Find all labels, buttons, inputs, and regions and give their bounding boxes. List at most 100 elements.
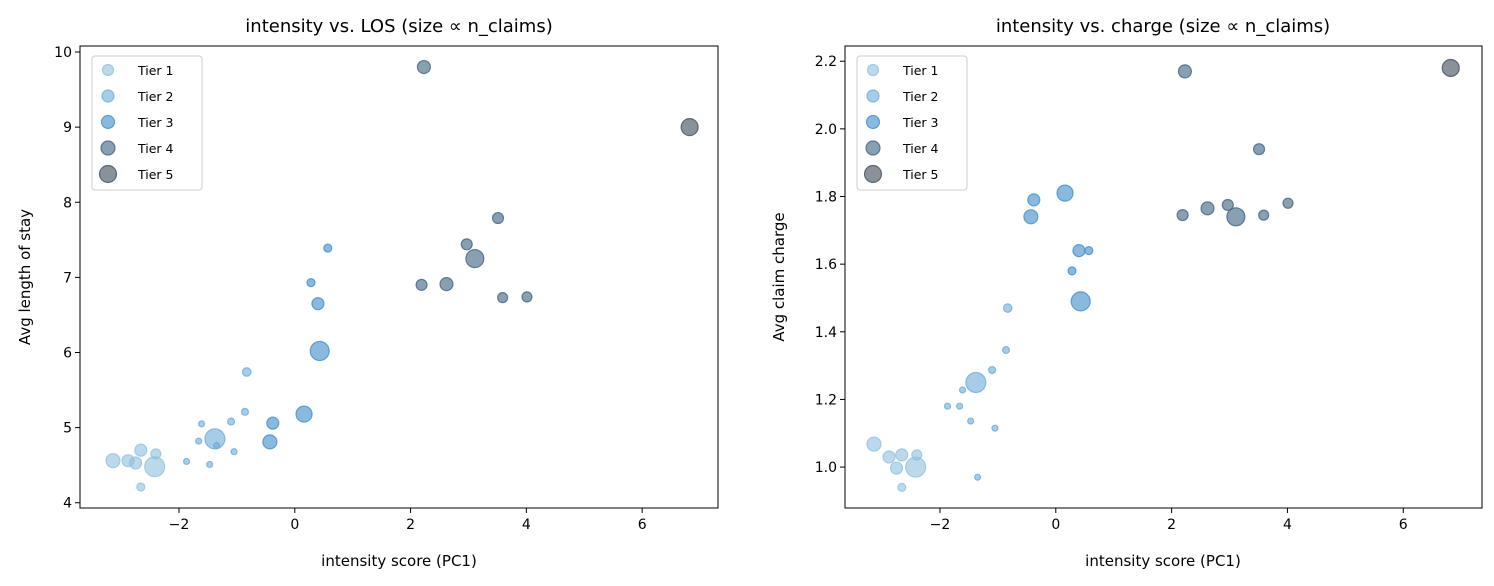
legend-marker (100, 114, 116, 130)
data-point-tier-4 (497, 292, 509, 304)
y-tick-label: 5 (63, 421, 72, 437)
data-point-tier-3 (266, 416, 280, 430)
data-point-tier-5 (1441, 58, 1460, 78)
data-point-tier-4 (491, 211, 505, 225)
legend-label: Tier 4 (137, 141, 174, 156)
data-point-tier-3 (309, 340, 330, 362)
legend: Tier 1 Tier 2 Tier 3 Tier 4 Tier 5 (91, 55, 203, 191)
data-point-tier-3 (1084, 246, 1094, 256)
x-axis-label: intensity score (PC1) (1085, 552, 1241, 570)
y-tick-label: 1.6 (815, 257, 837, 273)
y-tick-label: 1.0 (815, 460, 837, 476)
data-point-tier-2 (182, 457, 191, 466)
data-point-tier-4 (460, 238, 473, 251)
chart-title: intensity vs. LOS (size ∝ n_claims) (245, 16, 552, 37)
data-point-tier-3 (1067, 266, 1077, 276)
legend-marker (101, 89, 115, 103)
data-point-tier-1 (136, 482, 146, 492)
data-point-tier-2 (967, 417, 975, 425)
legend-marker (98, 164, 118, 184)
data-point-tier-2 (241, 367, 252, 377)
y-axis-label: Avg claim charge (770, 212, 788, 341)
legend-marker (865, 114, 881, 130)
data-point-tier-2 (965, 371, 987, 394)
data-point-tier-3 (1072, 244, 1086, 258)
data-point-tier-2 (1001, 345, 1011, 355)
data-point-tier-2 (943, 402, 952, 410)
data-point-tier-3 (311, 297, 325, 311)
y-tick-label: 2.0 (815, 122, 837, 138)
data-point-tier-4 (1252, 143, 1266, 156)
x-tick-label: −2 (169, 517, 190, 533)
data-point-tier-4 (1177, 64, 1193, 79)
data-point-tier-4 (439, 277, 454, 292)
y-tick-label: 8 (63, 195, 72, 211)
data-point-tier-2 (991, 424, 999, 432)
legend-box (91, 55, 203, 191)
data-point-tier-5 (680, 118, 699, 137)
legend-label: Tier 5 (902, 167, 938, 182)
x-tick-label: 2 (1167, 517, 1176, 533)
x-tick-label: 0 (290, 517, 299, 533)
y-tick-label: 7 (63, 270, 72, 286)
x-tick-label: 0 (1051, 517, 1060, 533)
data-point-tier-2 (206, 460, 214, 469)
x-axis-label: intensity score (PC1) (321, 552, 477, 570)
chart-title: intensity vs. charge (size ∝ n_claims) (996, 16, 1330, 37)
data-point-tier-1 (134, 443, 148, 457)
x-tick-label: −2 (930, 517, 951, 533)
data-point-tier-1 (889, 461, 904, 475)
data-point-tier-2 (195, 437, 203, 445)
legend-label: Tier 3 (137, 115, 173, 130)
y-tick-label: 2.2 (815, 54, 837, 70)
data-point-tier-3 (262, 434, 278, 450)
data-point-tier-2 (974, 473, 982, 481)
data-point-tier-4 (1282, 197, 1294, 209)
data-point-tier-2 (1002, 303, 1013, 313)
x-tick-label: 4 (522, 517, 531, 533)
legend-marker (863, 164, 883, 184)
data-point-tier-3 (1023, 209, 1039, 225)
data-point-tier-1 (905, 456, 927, 478)
data-point-tier-1 (882, 450, 896, 464)
x-tick-label: 2 (406, 517, 415, 533)
data-point-tier-1 (144, 456, 166, 478)
y-tick-label: 1.4 (815, 325, 837, 341)
data-point-tier-4 (1258, 209, 1270, 221)
data-point-tier-4 (415, 278, 428, 291)
legend-label: Tier 2 (137, 89, 173, 104)
data-point-tier-2 (988, 365, 997, 375)
legend-marker (866, 89, 880, 103)
x-tick-label: 4 (1283, 517, 1292, 533)
legend-box (856, 55, 968, 191)
y-tick-label: 9 (63, 120, 72, 136)
data-point-tier-1 (897, 482, 907, 492)
data-point-tier-2 (227, 417, 236, 426)
data-point-tier-3 (1070, 291, 1091, 312)
data-point-tier-4 (1200, 201, 1215, 216)
legend-label: Tier 4 (902, 141, 939, 156)
data-point-tier-2 (240, 407, 250, 416)
plot-frame (844, 45, 1483, 509)
legend-label: Tier 5 (137, 167, 173, 182)
y-tick-label: 1.2 (815, 392, 837, 408)
data-point-tier-4 (1221, 198, 1234, 212)
data-point-tier-4 (521, 291, 533, 303)
y-tick-label: 10 (54, 45, 72, 61)
data-point-tier-1 (866, 436, 882, 452)
legend-label: Tier 1 (902, 63, 938, 78)
data-point-tier-2 (956, 402, 964, 410)
data-point-tier-2 (230, 448, 238, 456)
data-point-tier-1 (895, 448, 909, 462)
data-point-tier-4 (1226, 207, 1246, 227)
data-point-tier-3 (1056, 184, 1074, 202)
legend-label: Tier 2 (902, 89, 938, 104)
legend-label: Tier 1 (137, 63, 173, 78)
y-tick-label: 4 (63, 496, 72, 512)
data-point-tier-2 (204, 428, 226, 450)
legend: Tier 1 Tier 2 Tier 3 Tier 4 Tier 5 (856, 55, 968, 191)
y-tick-label: 1.8 (815, 190, 837, 206)
data-point-tier-2 (197, 420, 206, 428)
data-point-tier-4 (416, 59, 431, 75)
data-point-tier-2 (213, 442, 221, 450)
